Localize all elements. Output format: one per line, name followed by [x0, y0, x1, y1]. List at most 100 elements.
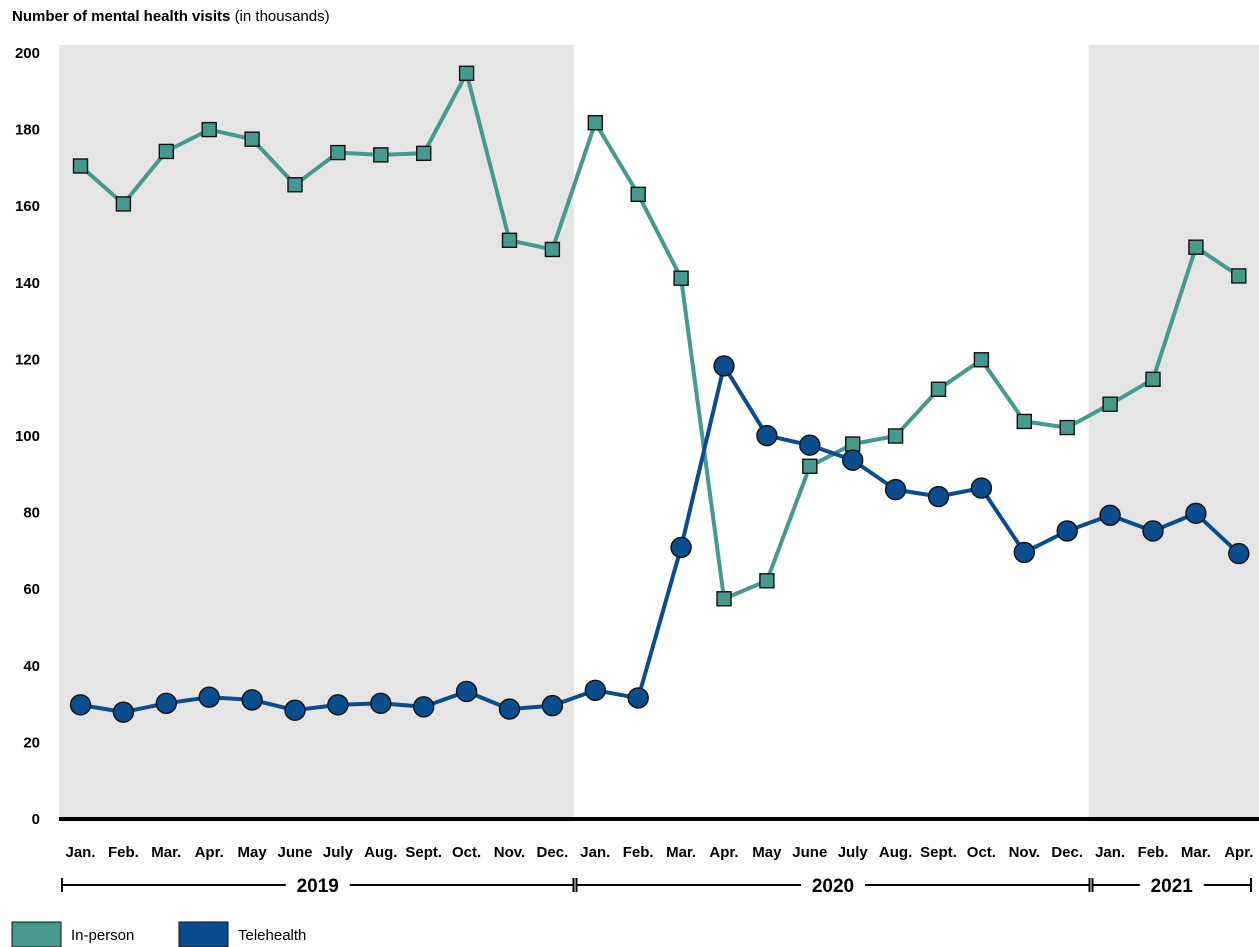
x-tick-label: Jan. — [65, 844, 95, 861]
x-tick-label: June — [792, 844, 827, 861]
x-axis: Jan. Feb. Mar. Apr. May June July Aug. Sept. Oct.… — [65, 844, 1253, 861]
point-in-person — [887, 428, 904, 444]
point-telehealth — [1185, 502, 1207, 525]
x-tick-label: Feb. — [623, 844, 654, 861]
x-tick-label: Aug. — [364, 844, 397, 861]
x-tick-label: Feb. — [1138, 844, 1169, 861]
point-in-person — [72, 158, 89, 174]
point-telehealth — [455, 680, 478, 703]
series-line-in-person — [79, 71, 1240, 601]
point-telehealth — [155, 692, 178, 715]
year-shading — [59, 45, 1259, 819]
point-in-person — [373, 147, 389, 163]
y-tick-label: 160 — [15, 198, 40, 215]
point-telehealth — [112, 701, 135, 723]
x-tick-label: Sept. — [920, 844, 957, 861]
y-tick-label: 200 — [15, 45, 40, 62]
x-tick-label: Apr. — [709, 844, 738, 861]
point-in-person — [501, 232, 518, 248]
point-in-person — [458, 65, 475, 81]
chart-title-units: (in thousands) — [235, 8, 330, 25]
point-in-person — [1188, 239, 1204, 255]
x-tick-label: Feb. — [108, 844, 139, 861]
year-band-2019 — [59, 45, 574, 819]
x-tick-label: Nov. — [1009, 844, 1040, 861]
x-tick-label: Dec. — [1051, 844, 1083, 861]
y-tick-label: 40 — [23, 658, 40, 675]
legend-item-telehealth: Telehealth — [178, 921, 306, 947]
x-tick-label: Mar. — [151, 844, 181, 861]
point-telehealth — [970, 477, 993, 499]
y-tick-label: 0 — [32, 811, 40, 828]
legend-item-in-person: In-person — [11, 921, 134, 947]
year-label: 2019 — [297, 876, 339, 897]
point-in-person — [244, 131, 260, 147]
legend: In-person Telehealth — [11, 921, 306, 947]
point-telehealth — [627, 687, 649, 709]
point-in-person — [673, 270, 689, 286]
x-tick-label: Sept. — [405, 844, 442, 861]
point-in-person — [1016, 413, 1032, 430]
point-telehealth — [370, 692, 392, 715]
point-in-person — [973, 352, 990, 368]
x-tick-label: May — [238, 844, 268, 861]
y-tick-label: 20 — [23, 734, 40, 751]
x-tick-label: Dec. — [537, 844, 569, 861]
year-label: 2020 — [812, 876, 854, 897]
series-line-telehealth — [80, 363, 1241, 715]
point-in-person — [1145, 371, 1161, 388]
x-tick-label: Aug. — [879, 844, 912, 861]
point-telehealth — [284, 699, 306, 721]
legend-label: Telehealth — [238, 927, 306, 944]
x-tick-label: Jan. — [580, 844, 610, 861]
y-tick-label: 100 — [15, 428, 40, 445]
point-telehealth — [1099, 504, 1121, 526]
point-in-person — [115, 196, 132, 212]
x-tick-label: Mar. — [666, 844, 696, 861]
point-telehealth — [756, 424, 778, 447]
y-tick-label: 140 — [15, 275, 40, 292]
point-telehealth — [670, 536, 692, 559]
y-tick-label: 60 — [23, 581, 40, 598]
x-tick-label: May — [752, 844, 782, 861]
y-tick-label: 180 — [15, 122, 40, 139]
year-bracket-2021: 2021 — [1091, 873, 1252, 897]
x-tick-label: Oct. — [967, 844, 996, 861]
point-in-person — [930, 381, 947, 397]
x-tick-label: Nov. — [494, 844, 525, 861]
point-telehealth — [884, 478, 907, 501]
x-tick-label: Apr. — [1224, 844, 1253, 861]
point-telehealth — [69, 694, 92, 716]
legend-label: In-person — [71, 927, 134, 944]
legend-swatch-in-person — [11, 921, 62, 947]
point-in-person — [630, 186, 646, 203]
point-in-person — [158, 143, 175, 160]
point-telehealth — [1228, 542, 1250, 565]
point-in-person — [416, 145, 432, 162]
x-tick-label: July — [838, 844, 869, 861]
point-in-person — [1059, 419, 1075, 436]
point-telehealth — [584, 679, 606, 702]
legend-swatch-telehealth — [178, 921, 229, 947]
point-telehealth — [799, 434, 821, 456]
y-axis: 0 20 40 60 80 100 120 140 160 180 200 — [15, 45, 40, 828]
point-in-person — [544, 241, 561, 258]
y-tick-label: 80 — [23, 505, 40, 522]
chart-title-main: Number of mental health visits — [12, 8, 230, 25]
point-telehealth — [541, 694, 564, 717]
point-in-person — [845, 436, 861, 452]
point-telehealth — [1013, 541, 1036, 564]
point-telehealth — [327, 694, 349, 716]
point-telehealth — [241, 689, 263, 711]
point-telehealth — [413, 696, 435, 718]
point-in-person — [1102, 396, 1118, 412]
point-in-person — [201, 121, 217, 138]
point-in-person — [759, 573, 775, 589]
x-tick-label: Jan. — [1095, 844, 1125, 861]
series-telehealth — [69, 355, 1250, 723]
point-in-person — [716, 591, 732, 607]
year-label: 2021 — [1151, 876, 1194, 897]
x-tick-label: June — [277, 844, 312, 861]
point-telehealth — [498, 698, 521, 720]
